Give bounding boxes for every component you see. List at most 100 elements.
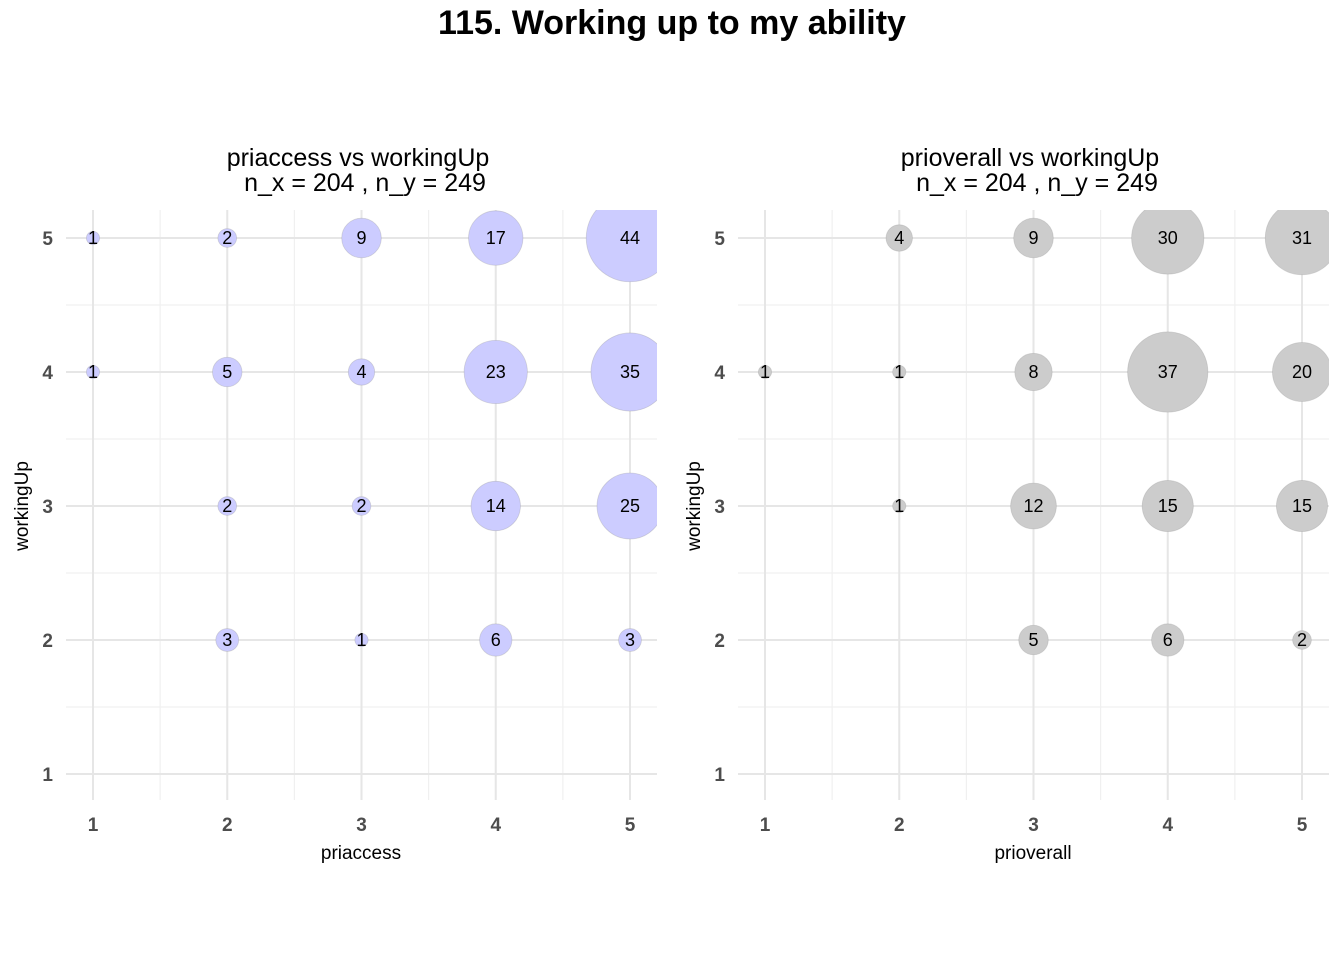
panel-subtitle: n_x = 204 , n_y = 249	[244, 169, 486, 197]
bubble-count-label: 23	[486, 362, 506, 382]
bubble-count-label: 2	[222, 228, 232, 248]
panel-title: prioverall vs workingUp	[901, 144, 1159, 172]
bubble	[351, 496, 372, 516]
y-axis-label: workingUp	[684, 461, 705, 552]
y-tick-label: 3	[714, 497, 725, 518]
bubble-count-label: 35	[620, 362, 640, 382]
y-tick-label: 1	[42, 765, 53, 786]
bubble	[217, 228, 237, 248]
bubble	[354, 633, 369, 648]
bubble-count-label: 37	[1158, 362, 1178, 382]
bubble	[463, 339, 528, 405]
bubble	[618, 628, 642, 652]
bubble-count-label: 6	[1163, 630, 1173, 650]
bubble	[1272, 342, 1329, 402]
bubble-count-label: 30	[1158, 228, 1178, 248]
bubble-count-label: 9	[1028, 228, 1038, 248]
bubble-count-label: 4	[894, 228, 904, 248]
bubble	[585, 210, 657, 283]
x-tick-label: 2	[222, 815, 233, 836]
bubble-count-label: 2	[1297, 630, 1307, 650]
bubble	[1131, 210, 1205, 275]
bubble-count-label: 1	[760, 362, 770, 382]
bubble	[1127, 331, 1209, 413]
bubble	[1013, 217, 1054, 259]
bubble	[892, 498, 907, 513]
bubble-count-label: 5	[1028, 630, 1038, 650]
bubble	[347, 358, 376, 386]
bubble-count-label: 2	[222, 496, 232, 516]
bubble-count-label: 9	[356, 228, 366, 248]
y-tick-label: 2	[714, 631, 725, 652]
panel-2: 4 9 30 311 1 8 37 201 12 15 155 6 21 2 3 4 512345priover…	[684, 144, 1329, 864]
bubble-count-label: 15	[1158, 496, 1178, 516]
bubble-count-label: 14	[486, 496, 506, 516]
bubble	[1292, 630, 1312, 650]
bubble	[1141, 480, 1194, 532]
bubble-count-label: 12	[1023, 496, 1043, 516]
bubble	[479, 623, 513, 657]
bubble-layer	[758, 210, 1329, 657]
x-tick-label: 3	[356, 815, 367, 836]
bubble-count-label: 1	[894, 496, 904, 516]
bubble	[1276, 480, 1328, 532]
bubble	[1010, 482, 1057, 530]
bubble	[885, 224, 913, 252]
bubble	[470, 480, 521, 532]
x-axis-label: priaccess	[321, 843, 401, 864]
bubble-count-label: 1	[88, 228, 98, 248]
bubble-count-label: 31	[1292, 228, 1312, 248]
y-tick-label: 4	[42, 363, 53, 384]
bubble	[215, 628, 240, 652]
bubble-count-label: 20	[1292, 362, 1312, 382]
bubble-count-label: 17	[486, 228, 506, 248]
bubble	[341, 217, 382, 259]
panel-title: priaccess vs workingUp	[227, 144, 490, 172]
x-tick-label: 5	[1297, 815, 1308, 836]
bubble-count-label: 1	[88, 362, 98, 382]
bubble-count-label: 3	[625, 630, 635, 650]
bubble	[1151, 623, 1185, 657]
y-tick-label: 1	[714, 765, 725, 786]
bubble-count-label: 15	[1292, 496, 1312, 516]
x-axis-label: prioverall	[994, 843, 1071, 864]
y-tick-label: 5	[42, 229, 53, 250]
bubble-count-label: 6	[491, 630, 501, 650]
bubble-count-label: 5	[222, 362, 232, 382]
bubble-count-label: 44	[620, 228, 640, 248]
x-tick-label: 5	[625, 815, 636, 836]
bubble	[892, 364, 907, 379]
x-tick-label: 1	[760, 815, 771, 836]
bubble	[596, 472, 657, 540]
bubble-count-label: 3	[222, 630, 232, 650]
y-tick-label: 2	[42, 631, 53, 652]
bubble-count-label: 25	[620, 496, 640, 516]
bubble-count-label: 1	[894, 362, 904, 382]
bubble-count-label: 2	[356, 496, 366, 516]
y-tick-label: 5	[714, 229, 725, 250]
bubble	[217, 496, 237, 516]
bubble	[590, 332, 657, 412]
bubble-count-label: 1	[356, 630, 366, 650]
panel-subtitle: n_x = 204 , n_y = 249	[916, 169, 1158, 197]
bubble	[1264, 210, 1329, 276]
x-tick-label: 2	[894, 815, 905, 836]
y-tick-label: 4	[714, 363, 725, 384]
bubble	[86, 364, 101, 379]
y-axis-label: workingUp	[12, 461, 33, 552]
bubble-layer	[86, 210, 657, 657]
bubble	[468, 210, 524, 266]
bubble-count-label: 4	[356, 362, 366, 382]
bubble-count-label: 8	[1028, 362, 1038, 382]
x-tick-label: 4	[490, 815, 501, 836]
panel-1: 1 2 9 17 441 5 4 23 352 2 14 253 1 6 31 2 3 4 512345priacc…	[12, 144, 657, 864]
x-tick-label: 3	[1028, 815, 1039, 836]
bubble	[758, 364, 773, 379]
chart-main-title: 115. Working up to my ability	[438, 4, 906, 42]
x-tick-label: 4	[1162, 815, 1173, 836]
bubble	[212, 356, 243, 388]
x-tick-label: 1	[88, 815, 99, 836]
bubble	[1018, 624, 1049, 656]
bubble	[1014, 352, 1053, 392]
